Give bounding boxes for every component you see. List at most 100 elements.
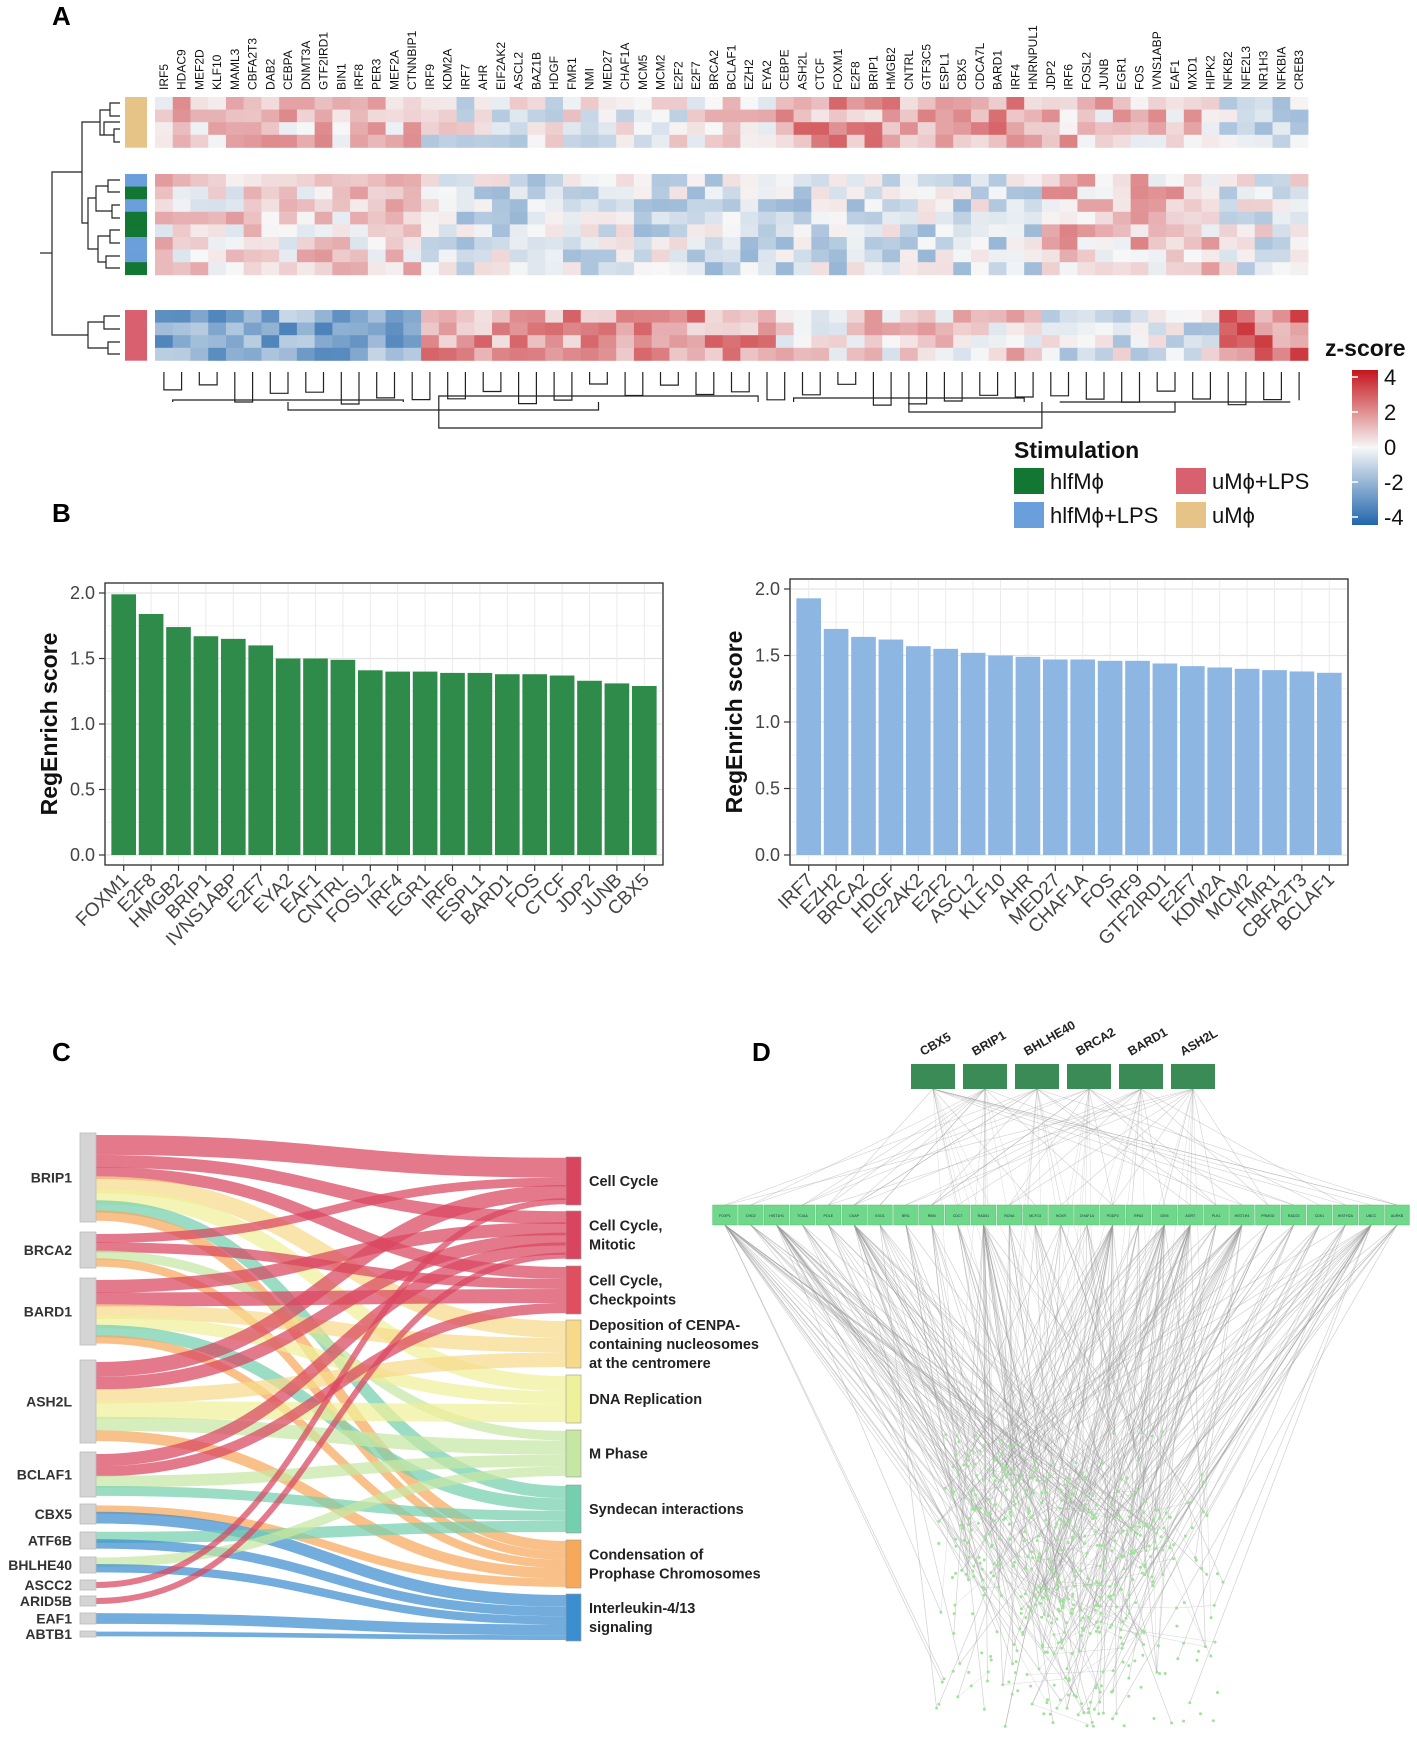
network-edge [1063, 1585, 1092, 1608]
heatmap-cell [1112, 211, 1132, 225]
heatmap-cell [988, 134, 1007, 148]
heatmap-cell [1272, 310, 1291, 323]
heatmap-cell [988, 262, 1007, 276]
network-leaf-node [1101, 1670, 1105, 1674]
heatmap-cell [1254, 224, 1273, 238]
network-leaf-node [1111, 1669, 1115, 1673]
heatmap-cell [970, 134, 990, 148]
network-edge [973, 1224, 1114, 1567]
heatmap-cell [1130, 262, 1149, 276]
heatmap-cell [740, 237, 759, 250]
bar [193, 636, 219, 855]
sankey-flow [95, 1198, 567, 1588]
heatmap-cell [633, 224, 653, 238]
network-leaf-node [940, 1680, 944, 1684]
network-leaf-node [1175, 1624, 1179, 1628]
bar [385, 671, 411, 855]
network-edge [957, 1224, 1018, 1557]
network-leaf-node [1074, 1695, 1078, 1699]
network-leaf-node [1018, 1627, 1022, 1631]
network-leaf-node [1042, 1712, 1046, 1716]
heatmap-cell [208, 249, 227, 263]
network-leaf-node [1021, 1630, 1025, 1634]
network-edge [853, 1224, 1075, 1696]
network-leaf-node [1014, 1442, 1018, 1446]
heatmap-cell [190, 322, 209, 336]
heatmap-cell [350, 109, 369, 123]
heatmap-cell [687, 237, 706, 250]
heatmap-cell [562, 211, 582, 225]
heatmap-cell [1237, 224, 1256, 238]
heatmap-cell [829, 199, 848, 213]
heatmap-cell [332, 347, 351, 361]
network-edge [1092, 1224, 1294, 1519]
heatmap-cell [1130, 310, 1149, 323]
network-leaf-node [1011, 1662, 1015, 1666]
network-edge [853, 1224, 961, 1664]
network-leaf-node [1001, 1466, 1005, 1470]
heatmap-cell [474, 262, 493, 276]
network-leaf-node [1144, 1500, 1148, 1504]
heatmap-cell [562, 134, 582, 148]
heatmap-cell [1024, 97, 1043, 110]
heatmap-cell [172, 335, 191, 349]
network-edge [1118, 1224, 1320, 1492]
network-edge [1013, 1224, 1165, 1645]
network-hub-label: BHLHE40 [1022, 1018, 1078, 1059]
heatmap-cell [793, 97, 812, 110]
network-leaf-node [1073, 1584, 1076, 1588]
gene-label: IRF9 [423, 64, 437, 90]
heatmap-cell [651, 262, 670, 276]
network-edge [957, 1224, 1075, 1577]
network-leaf-node [1138, 1533, 1142, 1537]
heatmap-cell [155, 199, 174, 213]
heatmap-cell [1095, 174, 1114, 187]
heatmap-cell [704, 211, 724, 225]
network-edge [983, 1224, 1104, 1464]
network-edge [776, 1224, 1092, 1513]
heatmap-cell [562, 109, 582, 123]
network-mid-node-label: TCIAA [797, 1214, 808, 1218]
heatmap-cell [332, 122, 351, 136]
network-edge [984, 1088, 1081, 1611]
network-edge [1045, 1550, 1048, 1590]
heatmap-cell [1254, 322, 1273, 336]
network-leaf-node [1004, 1516, 1008, 1520]
network-leaf-node [1082, 1542, 1086, 1546]
sankey-target-label: containing nucleosomes [589, 1337, 759, 1353]
heatmap-cell [1201, 134, 1220, 148]
sankey-flow [95, 1505, 567, 1587]
heatmap-cell [1077, 174, 1096, 187]
network-leaf-node [1021, 1633, 1025, 1636]
heatmap-cell [456, 224, 475, 238]
heatmap-cell [1201, 322, 1220, 336]
heatmap-cell [332, 186, 351, 200]
heatmap-cell [651, 211, 670, 225]
heatmap-cell [829, 211, 848, 225]
heatmap-cell [740, 186, 759, 200]
network-edge [957, 1224, 1144, 1645]
network-edge [776, 1224, 1015, 1645]
bar [494, 674, 520, 855]
network-edge [1008, 1224, 1015, 1502]
network-edge [1072, 1530, 1085, 1544]
heatmap-cell [1077, 347, 1096, 361]
sample-group-cell [125, 310, 147, 323]
heatmap-cell [279, 224, 298, 238]
network-edge [932, 1088, 1294, 1206]
network-edge [1009, 1088, 1142, 1206]
network-leaf-node [1038, 1585, 1042, 1589]
heatmap-cell [1112, 310, 1132, 323]
heatmap-cell [722, 224, 741, 238]
heatmap-cell [864, 322, 883, 336]
heatmap-cell [811, 322, 830, 336]
network-edge [968, 1224, 1346, 1457]
heatmap-cell [811, 237, 830, 250]
heatmap-cell [172, 109, 191, 123]
network-edge [854, 1088, 986, 1206]
heatmap-cell [917, 310, 936, 323]
network-edge [1015, 1224, 1036, 1445]
network-leaf-node [1117, 1489, 1121, 1493]
bar-chart-hlfm-lps: 0.00.51.01.52.0IRF7EZH2BRCA2HDGFEIF2AK2E… [721, 578, 1349, 949]
sample-group-cell [125, 237, 147, 250]
